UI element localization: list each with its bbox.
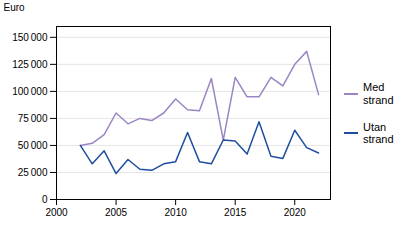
svg-text:125 000: 125 000	[12, 59, 48, 70]
svg-text:2020: 2020	[284, 207, 307, 218]
svg-text:2015: 2015	[224, 207, 247, 218]
svg-text:25 000: 25 000	[18, 167, 48, 178]
svg-text:0: 0	[42, 194, 48, 205]
svg-text:2005: 2005	[105, 207, 128, 218]
svg-text:Euro: Euro	[4, 2, 26, 13]
svg-text:2000: 2000	[45, 207, 68, 218]
svg-text:100 000: 100 000	[12, 86, 48, 97]
svg-text:75 000: 75 000	[18, 113, 48, 124]
svg-text:2010: 2010	[165, 207, 188, 218]
html-text:Utan strand: Utan strand	[363, 120, 394, 146]
svg-text:150 000: 150 000	[12, 32, 48, 43]
svg-text:50 000: 50 000	[18, 140, 48, 151]
html-text:Med strand: Med strand	[363, 81, 394, 106]
